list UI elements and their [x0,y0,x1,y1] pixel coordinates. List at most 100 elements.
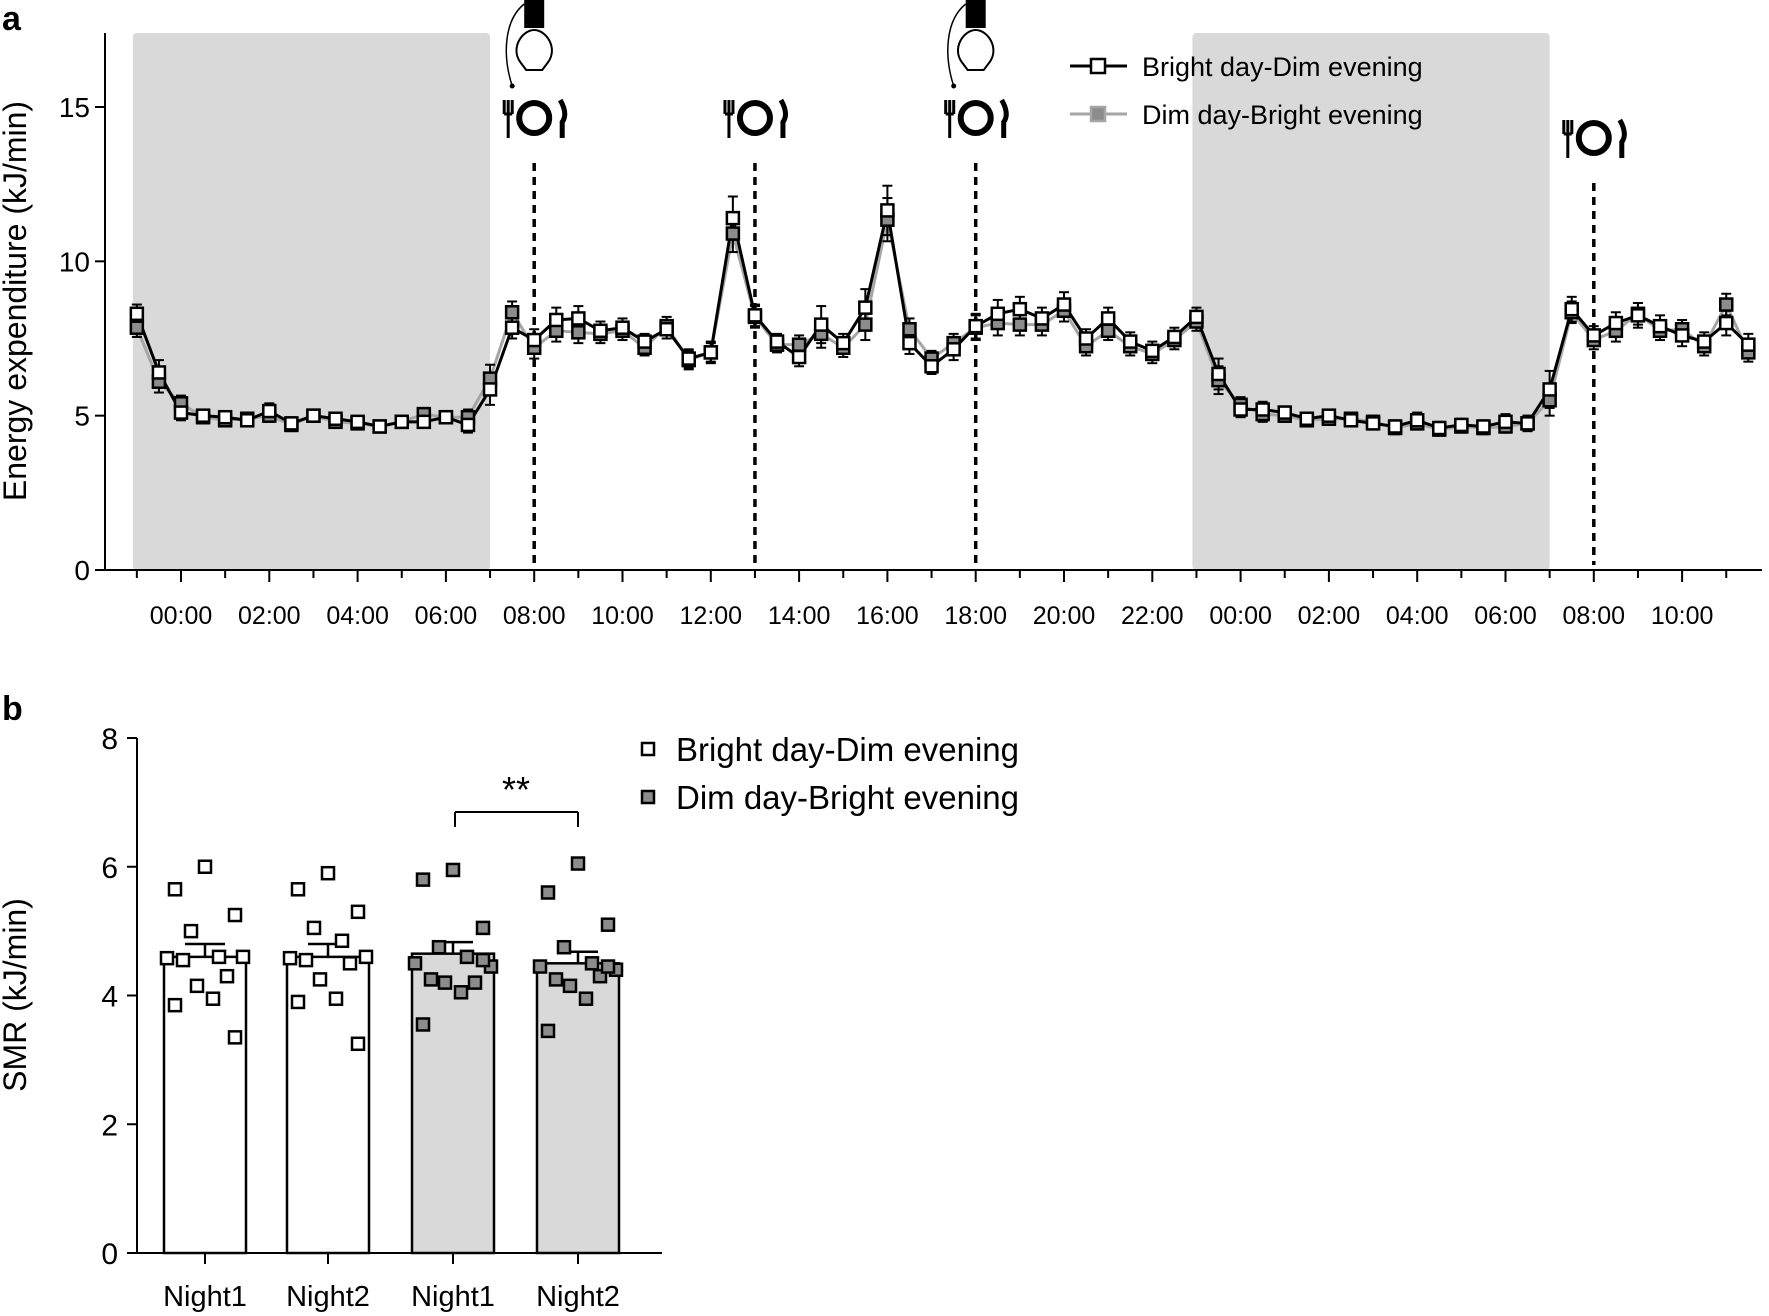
x-tick-label: 16:00 [856,602,919,630]
data-point [1476,419,1491,434]
individual-point [227,907,243,923]
data-point [836,335,851,351]
individual-point [600,959,616,974]
lamp-cord [505,3,525,87]
night-shading [132,33,1550,570]
individual-point [219,968,235,984]
x-tick-label: 08:00 [503,602,566,630]
data-point [129,320,145,335]
data-point [703,345,719,360]
y-tick-label-b: 0 [101,1238,118,1271]
x-tick-label: 06:00 [1474,602,1537,630]
data-point [1255,402,1270,417]
y-tick-label-b: 4 [101,981,118,1014]
bar [410,952,496,1255]
data-point [1321,408,1337,423]
data-point [902,321,917,337]
data-point [791,349,807,365]
x-tick-label: 04:00 [1386,602,1449,630]
x-tick-label-b: Night1 [163,1281,247,1313]
legend-label-dim-day: Dim day-Bright evening [1142,100,1423,130]
data-point [1454,417,1469,433]
individual-point [197,859,213,874]
data-point [1012,317,1028,332]
data-point [1608,315,1624,331]
data-point [1520,416,1535,431]
data-point [239,413,255,428]
lightbulb-icon-1 [947,0,995,89]
data-point [902,335,917,351]
data-point [549,312,564,328]
fork-icon [502,100,514,138]
individual-point [556,939,572,955]
data-point [416,414,432,430]
individual-point [548,972,564,987]
data-point [1233,402,1248,417]
individual-point [167,882,183,897]
x-tick-label: 06:00 [415,602,478,630]
data-point [262,403,277,419]
meal-markers [502,0,1627,565]
cord-end [509,83,515,89]
y-tick-label-b: 2 [101,1109,118,1142]
bulb-outline [515,28,553,71]
meal-icon-3 [1562,118,1627,158]
individual-point [290,882,306,897]
individual-point [437,975,453,990]
individual-point [445,862,461,878]
data-point [1719,297,1734,312]
data-point [1564,301,1579,317]
individual-point [407,956,423,971]
data-point [946,342,961,357]
y-ticks: 0 5 10 15 [59,92,105,586]
data-point [1498,414,1513,430]
knife-icon [1617,118,1627,158]
x-tick-label: 00:00 [1209,602,1272,630]
x-tick-label: 10:00 [1651,602,1714,630]
data-point [1674,328,1690,343]
y-tick-label-b: 8 [101,723,118,756]
data-point [195,408,211,423]
data-point [1719,315,1734,331]
x-tick-label: 02:00 [1298,602,1361,630]
individual-point [532,959,548,974]
individual-point [328,991,344,1006]
legend-b-marker-bright-day [640,741,656,757]
data-point [858,317,873,332]
meal-icon-1 [723,98,788,138]
data-point [791,337,807,352]
data-point [350,414,365,430]
individual-point [540,1023,556,1039]
individual-point [570,856,586,871]
data-point [1741,337,1756,352]
individual-point [358,949,374,965]
data-point [217,409,233,425]
knife-icon [999,98,1009,138]
individual-point [600,917,616,932]
data-point [1167,329,1182,345]
data-point [1365,416,1381,431]
individual-point [415,1017,431,1032]
series-group [129,184,1756,437]
individual-point [227,1030,243,1045]
data-point [1100,311,1116,326]
x-tick-label: 18:00 [944,602,1007,630]
individual-point [584,956,600,971]
data-point [615,320,630,335]
x-tick-label: 14:00 [768,602,831,630]
data-point [1211,366,1226,382]
y-tick-label: 10 [59,246,90,277]
individual-point [342,956,358,971]
individual-point [415,872,431,887]
data-point [284,416,299,431]
lamp-socket [965,0,986,28]
data-point [725,226,741,241]
knife-icon [558,98,568,138]
y-tick-label: 15 [59,92,90,123]
fork-icon [1562,120,1574,158]
individual-point [167,997,183,1013]
individual-point [282,950,298,966]
data-point [571,311,586,326]
panel-b-label: b [2,690,23,728]
